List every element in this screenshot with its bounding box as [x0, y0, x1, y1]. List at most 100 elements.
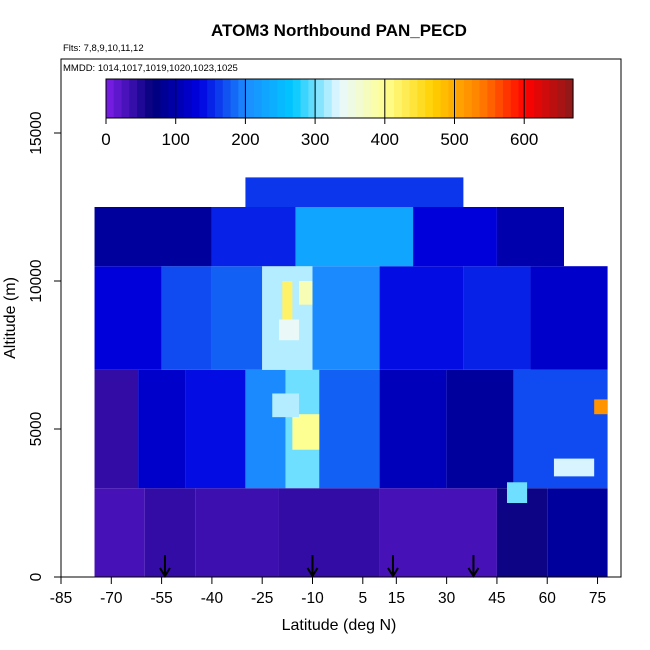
heatmap-cell — [530, 266, 608, 370]
colorbar-swatch — [292, 79, 302, 118]
colorbar-swatch — [464, 79, 473, 118]
x-axis: -85 -70 -55 -40 -25 -10 5 15 30 45 60 75 — [50, 577, 606, 607]
colorbar-swatch — [456, 79, 465, 118]
colorbar-swatch — [121, 79, 130, 118]
colorbar-swatch — [347, 79, 356, 118]
heatmap-cell — [594, 399, 608, 415]
colorbar-swatch — [355, 79, 364, 118]
heatmap-cell — [553, 458, 595, 477]
heatmap-cell — [295, 207, 414, 267]
colorbar-swatch — [393, 79, 403, 118]
heatmap-cell — [144, 488, 196, 577]
arrow-head — [159, 567, 171, 578]
colorbar-swatch — [487, 79, 496, 118]
y-tick-label: 10000 — [28, 259, 45, 302]
colorbar-swatch — [253, 79, 263, 118]
colorbar-swatch — [541, 79, 551, 118]
heatmap-cell — [94, 369, 139, 489]
heatmap-cell — [195, 488, 279, 577]
heatmap-cell — [282, 281, 293, 335]
colorbar-swatch — [129, 79, 138, 118]
colorbar-swatch — [113, 79, 123, 118]
y-axis-label: Altitude (m) — [2, 277, 19, 359]
colorbar-swatch — [152, 79, 162, 118]
heatmap-cell — [272, 393, 300, 418]
colorbar-swatch — [222, 79, 232, 118]
flights-note: Flts: 7,8,9,10,11,12 — [63, 43, 144, 54]
colorbar-swatch — [230, 79, 239, 118]
colorbar-swatch — [432, 79, 442, 118]
heatmap-cell — [278, 488, 380, 577]
heatmap-cell — [506, 482, 528, 503]
colorbar-swatch — [144, 79, 154, 118]
heatmap-cell — [185, 369, 246, 489]
colorbar-swatch — [300, 79, 309, 118]
colorbar-tick-label: 100 — [162, 130, 190, 149]
colorbar-swatch — [316, 79, 325, 118]
colorbar-tick-label: 0 — [101, 130, 110, 149]
colorbar-swatch — [526, 79, 535, 118]
colorbar-tick-label: 500 — [440, 130, 468, 149]
colorbar-swatch — [331, 79, 341, 118]
heatmap-cell — [547, 488, 608, 577]
heatmap-cell — [94, 488, 145, 577]
heatmap-cell — [94, 266, 162, 370]
plot-frame — [60, 58, 622, 578]
heatmap-cell — [496, 207, 564, 267]
x-tick-label: 60 — [539, 590, 557, 607]
colorbar-swatch — [510, 79, 520, 118]
colorbar-swatch — [440, 79, 450, 118]
arrow-head — [306, 567, 319, 578]
colorbar-swatch — [502, 79, 512, 118]
colorbar-swatch — [534, 79, 543, 118]
colorbar-swatch — [518, 79, 527, 118]
y-tick-label: 15000 — [28, 111, 45, 154]
heatmap-cell — [278, 319, 300, 341]
heatmap-cell — [245, 177, 464, 207]
x-tick-label: 75 — [589, 590, 606, 607]
colorbar-tick-label: 200 — [231, 130, 259, 149]
x-tick-label: 5 — [358, 590, 367, 607]
heatmap-cell — [211, 207, 296, 267]
colorbar-swatch — [238, 79, 247, 118]
colorbar: 0 100 200 300 400 500 600 — [101, 78, 574, 149]
colorbar-swatch — [557, 79, 566, 118]
colorbar-swatch — [214, 79, 224, 118]
flight-arrows — [159, 555, 480, 578]
x-tick-label: 15 — [388, 590, 405, 607]
colorbar-swatch — [425, 79, 434, 118]
heatmap-cell — [292, 414, 320, 450]
colorbar-tick-label: 300 — [301, 130, 329, 149]
x-tick-label: -25 — [251, 590, 273, 607]
heatmap-cell — [138, 369, 186, 489]
colorbar-swatch — [269, 79, 278, 118]
colorbar-swatch — [370, 79, 380, 118]
colorbar-swatch — [471, 79, 481, 118]
colorbar-swatch — [106, 79, 115, 118]
colorbar-swatch — [137, 79, 146, 118]
x-tick-label: -10 — [301, 590, 324, 607]
x-tick-label: 30 — [438, 590, 456, 607]
arrow-head — [467, 567, 480, 578]
colorbar-swatch — [207, 79, 216, 118]
x-tick-label: -70 — [100, 590, 123, 607]
heatmap-cell — [211, 266, 263, 370]
heatmap-cell — [413, 207, 497, 267]
colorbar-tick-label: 400 — [371, 130, 399, 149]
arrow-head — [387, 567, 399, 578]
colorbar-swatch — [448, 79, 457, 118]
heatmap-cell — [379, 488, 497, 577]
y-axis: 0 5000 10000 15000 — [28, 111, 61, 581]
heatmap-cell — [379, 369, 447, 489]
colorbar-tick-label: 600 — [510, 130, 538, 149]
x-tick-label: -55 — [150, 590, 172, 607]
x-tick-label: 45 — [488, 590, 505, 607]
colorbar-swatch — [199, 79, 208, 118]
dates-note: MMDD: 1014,1017,1019,1020,1023,1025 — [63, 63, 238, 74]
heatmap-cell — [319, 369, 380, 489]
heatmap-cell — [245, 369, 286, 489]
colorbar-swatch — [549, 79, 559, 118]
colorbar-swatch — [308, 79, 317, 118]
x-tick-label: -85 — [50, 590, 72, 607]
